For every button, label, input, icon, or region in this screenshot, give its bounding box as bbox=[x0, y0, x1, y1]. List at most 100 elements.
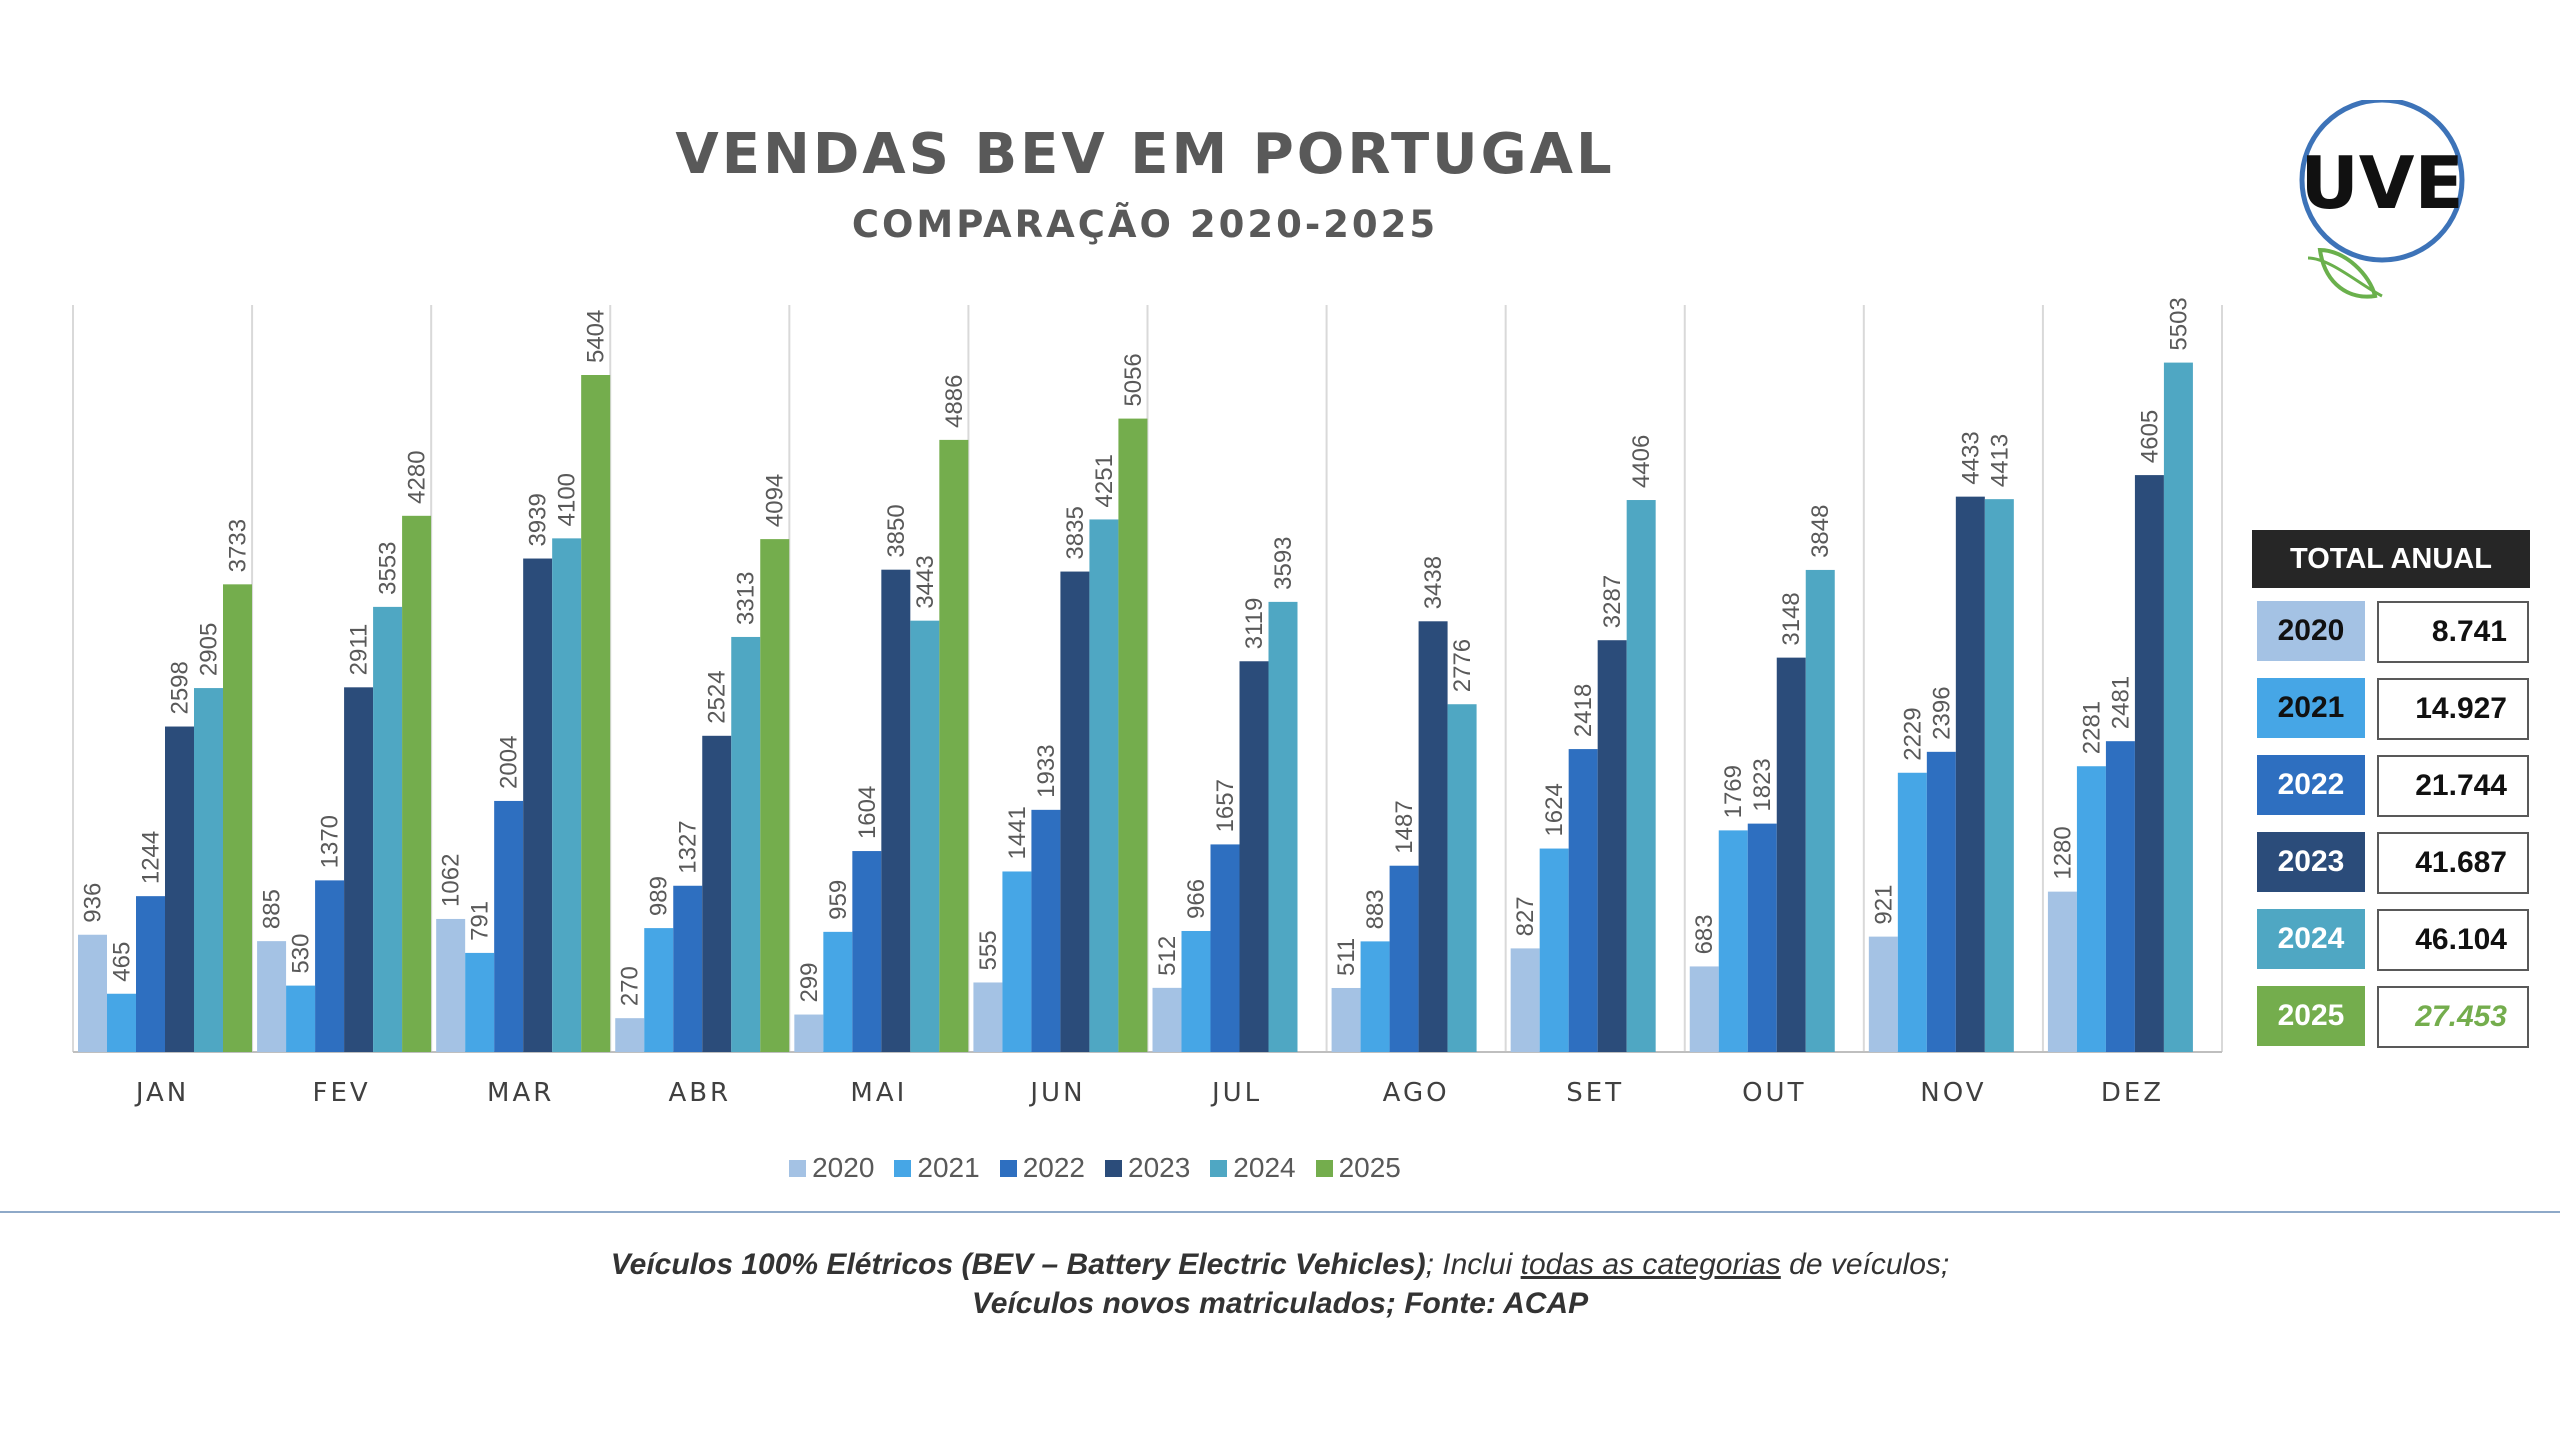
bar bbox=[1747, 823, 1777, 1052]
bar bbox=[523, 558, 553, 1052]
data-label: 2776 bbox=[1449, 639, 1476, 692]
totals-value-text: 14.927 bbox=[2415, 692, 2507, 725]
x-tick-label: NOV bbox=[1920, 1078, 1986, 1108]
data-label: 2481 bbox=[2107, 676, 2134, 729]
bar bbox=[2105, 741, 2135, 1052]
data-label: 2911 bbox=[346, 624, 373, 676]
bar bbox=[1239, 661, 1269, 1052]
bar bbox=[257, 941, 287, 1052]
data-label: 2418 bbox=[1570, 684, 1597, 737]
data-label: 3848 bbox=[1807, 505, 1834, 558]
bar bbox=[1181, 930, 1211, 1052]
data-label: 3850 bbox=[883, 504, 910, 557]
annual-totals-panel: TOTAL ANUAL 2020 8.741 2021 14.927 2022 21.74… bbox=[2252, 530, 2530, 1050]
bar bbox=[1089, 519, 1119, 1052]
legend-swatch bbox=[1315, 1159, 1333, 1177]
footnote-source: Veículos novos matriculados; Fonte: ACAP bbox=[971, 1287, 1589, 1320]
data-label: 3553 bbox=[375, 541, 402, 594]
data-label: 299 bbox=[796, 962, 823, 1002]
data-label: 5503 bbox=[2165, 297, 2192, 350]
bar bbox=[78, 934, 107, 1052]
bar bbox=[1152, 987, 1182, 1052]
bar bbox=[1539, 848, 1569, 1052]
totals-value: 21.744 bbox=[2377, 755, 2529, 817]
bar bbox=[1984, 499, 2014, 1052]
data-label: 5056 bbox=[1120, 353, 1147, 406]
data-label: 791 bbox=[467, 901, 494, 941]
bar bbox=[107, 993, 136, 1052]
data-label: 2524 bbox=[704, 670, 731, 723]
bar bbox=[1002, 871, 1032, 1052]
totals-value: 27.453 bbox=[2377, 986, 2529, 1048]
data-label: 555 bbox=[975, 930, 1002, 970]
totals-row: 2022 21.744 bbox=[2252, 755, 2530, 819]
bar bbox=[2076, 766, 2106, 1052]
x-tick-label: FEV bbox=[313, 1078, 371, 1108]
totals-value-text: 8.741 bbox=[2431, 615, 2507, 648]
data-label: 827 bbox=[1512, 896, 1539, 936]
chart-subtitle: COMPARAÇÃO 2020-2025 bbox=[851, 203, 1439, 246]
bar bbox=[1718, 830, 1748, 1052]
totals-row: 2025 27.453 bbox=[2252, 986, 2530, 1050]
bar bbox=[1268, 601, 1298, 1052]
chart-title: VENDAS BEV EM PORTUGAL bbox=[675, 122, 1615, 187]
data-label: 3438 bbox=[1420, 556, 1447, 609]
totals-value-text: 46.104 bbox=[2415, 923, 2507, 956]
bar bbox=[436, 918, 466, 1052]
bar bbox=[494, 800, 524, 1052]
data-label: 959 bbox=[825, 880, 852, 920]
data-label: 1604 bbox=[854, 786, 881, 839]
footnote-includes: ; Inclui bbox=[1425, 1248, 1521, 1281]
bar bbox=[910, 620, 940, 1052]
data-label: 4413 bbox=[1986, 434, 2013, 487]
bar bbox=[823, 931, 853, 1052]
totals-value: 8.741 bbox=[2377, 601, 2529, 663]
data-label: 3733 bbox=[225, 519, 252, 572]
data-label: 3313 bbox=[733, 572, 760, 625]
logo-text: UVE bbox=[2300, 141, 2463, 225]
bar bbox=[939, 439, 969, 1052]
data-label: 683 bbox=[1691, 914, 1718, 954]
x-tick-label: ABR bbox=[668, 1078, 731, 1108]
bar bbox=[315, 880, 345, 1052]
bar bbox=[581, 375, 611, 1052]
data-label: 1487 bbox=[1391, 800, 1418, 853]
data-label: 1370 bbox=[317, 815, 344, 868]
footnote: Veículos 100% Elétricos (BEV – Battery E… bbox=[0, 1245, 2560, 1323]
bar bbox=[973, 982, 1003, 1052]
legend-label: 2020 bbox=[812, 1152, 875, 1183]
bar bbox=[1418, 621, 1448, 1052]
totals-year-badge: 2021 bbox=[2257, 678, 2365, 738]
footnote-bev-definition: Veículos 100% Elétricos (BEV – Battery E… bbox=[610, 1248, 1426, 1281]
bar bbox=[1597, 640, 1627, 1052]
bar bbox=[1805, 569, 1835, 1052]
totals-value: 41.687 bbox=[2377, 832, 2529, 894]
footnote-line-1: Veículos 100% Elétricos (BEV – Battery E… bbox=[0, 1245, 2560, 1284]
legend-label: 2025 bbox=[1338, 1152, 1401, 1183]
uve-logo: UVE bbox=[2290, 97, 2510, 315]
legend-label: 2023 bbox=[1128, 1152, 1191, 1183]
bar bbox=[760, 539, 790, 1052]
data-label: 921 bbox=[1870, 885, 1897, 925]
legend-item: 2020 bbox=[789, 1152, 874, 1184]
bar bbox=[1118, 418, 1148, 1053]
data-label: 270 bbox=[617, 966, 644, 1006]
legend-item: 2025 bbox=[1315, 1152, 1401, 1184]
bar bbox=[1447, 704, 1477, 1052]
data-label: 1933 bbox=[1033, 744, 1060, 797]
data-label: 511 bbox=[1333, 938, 1360, 976]
bar bbox=[1060, 571, 1090, 1052]
x-tick-label: MAR bbox=[487, 1078, 554, 1108]
legend-swatch bbox=[789, 1159, 807, 1177]
totals-value: 46.104 bbox=[2377, 909, 2529, 971]
data-label: 4406 bbox=[1628, 435, 1655, 488]
legend-label: 2022 bbox=[1022, 1152, 1085, 1183]
bar bbox=[1897, 772, 1927, 1052]
data-label: 3593 bbox=[1270, 536, 1297, 589]
bar bbox=[1868, 936, 1898, 1052]
totals-row: 2023 41.687 bbox=[2252, 832, 2530, 896]
x-tick-label: JUL bbox=[1210, 1078, 1262, 1108]
data-label: 1441 bbox=[1004, 806, 1031, 859]
bar bbox=[402, 515, 432, 1052]
